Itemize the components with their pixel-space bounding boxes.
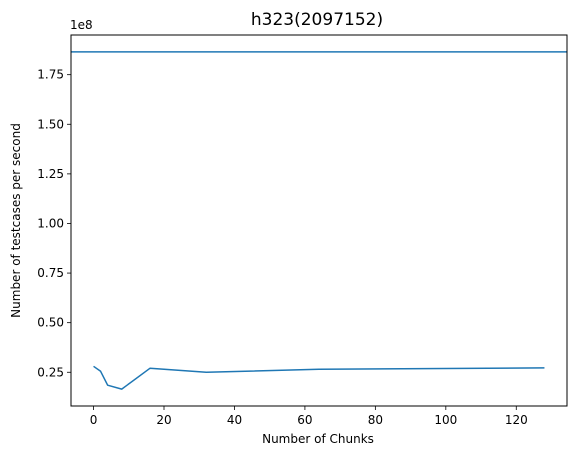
chart-title: h323(2097152) [251, 10, 383, 30]
y-tick-label: 0.50 [37, 316, 64, 330]
y-axis-label: Number of testcases per second [9, 123, 23, 318]
y-tick-label: 1.50 [37, 117, 64, 131]
x-tick-label: 20 [156, 413, 171, 427]
x-tick-label: 60 [297, 413, 312, 427]
y-tick-label: 0.25 [37, 365, 64, 379]
y-offset-label: 1e8 [70, 18, 93, 32]
x-tick-label: 40 [227, 413, 242, 427]
y-tick-label: 1.75 [37, 68, 64, 82]
axes-frame [70, 34, 568, 407]
x-axis: 0 20 40 60 80 100 120 [90, 406, 528, 427]
x-tick-label: 80 [368, 413, 383, 427]
y-tick-label: 0.75 [37, 266, 64, 280]
y-tick-label: 1.25 [37, 167, 64, 181]
x-tick-label: 120 [505, 413, 528, 427]
x-axis-label: Number of Chunks [262, 432, 374, 446]
y-axis: 0.25 0.50 0.75 1.00 1.25 1.50 1.75 [37, 68, 71, 379]
series-layer [71, 51, 567, 390]
y-tick-label: 1.00 [37, 216, 64, 230]
x-tick-label: 100 [434, 413, 457, 427]
series-line [93, 365, 545, 390]
plot-area [70, 34, 568, 407]
x-tick-label: 0 [90, 413, 98, 427]
